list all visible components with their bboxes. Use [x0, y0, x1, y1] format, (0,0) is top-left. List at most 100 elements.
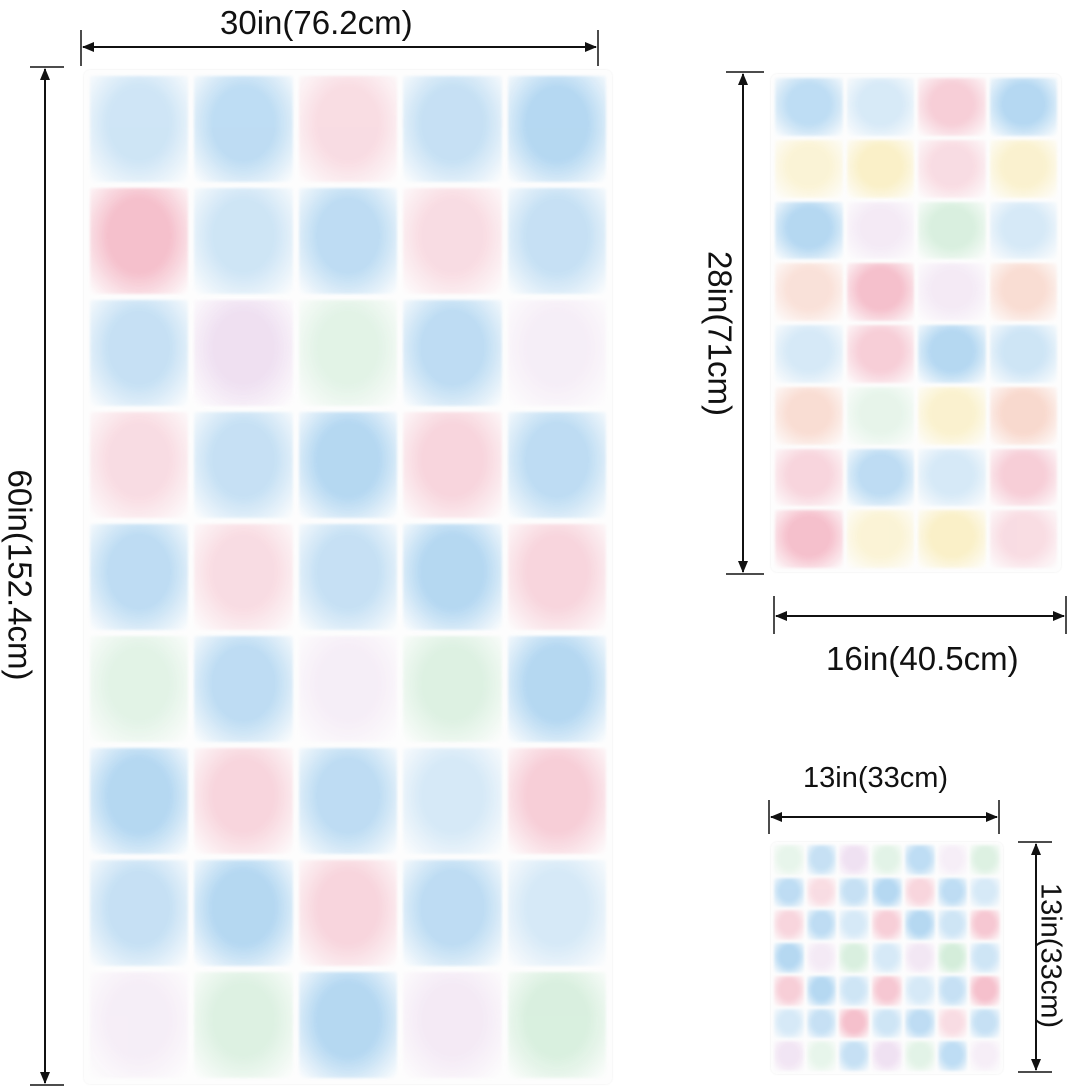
pattern-tile — [918, 139, 986, 198]
pattern-tile — [989, 448, 1057, 507]
pattern-tile — [918, 325, 986, 383]
pattern-tile — [298, 412, 398, 518]
pattern-tile — [989, 325, 1057, 383]
pattern-tile — [507, 748, 606, 854]
pattern-tile — [806, 845, 837, 875]
pattern-tile — [806, 1041, 837, 1071]
pattern-tile — [774, 877, 804, 908]
pattern-tile — [937, 943, 968, 973]
pattern-tile — [298, 860, 398, 966]
pattern-tile — [872, 975, 902, 1006]
pattern-tile — [989, 386, 1057, 445]
pattern-tile — [937, 877, 968, 908]
pattern-tile — [918, 510, 986, 568]
pattern-tile — [298, 748, 398, 854]
pattern-tile — [194, 748, 293, 854]
pattern-tile — [507, 972, 606, 1078]
pattern-tile — [918, 448, 986, 507]
pattern-tile — [194, 636, 293, 742]
hand-height-arrow — [726, 71, 764, 575]
pattern-tile — [904, 1008, 935, 1039]
pattern-tile — [775, 78, 843, 136]
pattern-tile — [970, 910, 1000, 941]
pattern-tile — [775, 139, 843, 198]
pattern-tile — [846, 139, 914, 198]
wash-height-label: 13in(33cm) — [1034, 882, 1067, 1029]
hand-width-arrow — [773, 596, 1067, 634]
bath-towel-image — [84, 70, 612, 1084]
pattern-tile — [298, 972, 398, 1078]
pattern-tile — [937, 1041, 968, 1071]
bath-width-arrow — [80, 30, 599, 66]
pattern-tile — [774, 975, 804, 1006]
pattern-tile — [90, 748, 189, 854]
bath-height-label: 60in(152.4cm) — [1, 469, 39, 681]
pattern-tile — [194, 972, 293, 1078]
pattern-tile — [806, 1008, 837, 1039]
pattern-tile — [846, 386, 914, 445]
pattern-tile — [298, 524, 398, 630]
pattern-tile — [846, 510, 914, 568]
pattern-tile — [403, 188, 502, 294]
pattern-tile — [970, 943, 1000, 973]
pattern-tile — [806, 975, 837, 1006]
pattern-tile — [970, 845, 1000, 875]
pattern-tile — [872, 910, 902, 941]
pattern-tile — [937, 1008, 968, 1039]
pattern-tile — [403, 636, 502, 742]
pattern-tile — [774, 845, 804, 875]
pattern-tile — [970, 1041, 1000, 1071]
pattern-tile — [872, 1041, 902, 1071]
pattern-tile — [775, 201, 843, 260]
pattern-tile — [937, 845, 968, 875]
pattern-tile — [839, 1041, 870, 1071]
pattern-tile — [403, 860, 502, 966]
pattern-tile — [774, 910, 804, 941]
pattern-tile — [846, 78, 914, 136]
pattern-tile — [507, 76, 606, 182]
pattern-tile — [846, 263, 914, 321]
pattern-tile — [839, 910, 870, 941]
pattern-tile — [806, 910, 837, 941]
pattern-tile — [90, 412, 189, 518]
wash-width-label: 13in(33cm) — [803, 762, 949, 794]
pattern-tile — [774, 943, 804, 973]
pattern-tile — [839, 845, 870, 875]
pattern-tile — [507, 860, 606, 966]
pattern-tile — [918, 78, 986, 136]
pattern-tile — [775, 510, 843, 568]
pattern-tile — [194, 188, 293, 294]
pattern-tile — [507, 412, 606, 518]
wash-width-arrow — [768, 800, 1000, 834]
pattern-tile — [970, 1008, 1000, 1039]
pattern-tile — [90, 76, 189, 182]
pattern-tile — [298, 300, 398, 406]
pattern-tile — [839, 877, 870, 908]
pattern-tile — [918, 263, 986, 321]
pattern-tile — [775, 325, 843, 383]
pattern-tile — [904, 845, 935, 875]
pattern-tile — [90, 300, 189, 406]
pattern-tile — [839, 975, 870, 1006]
pattern-tile — [298, 76, 398, 182]
bath-height-arrow — [30, 66, 64, 1086]
pattern-tile — [846, 201, 914, 260]
pattern-tile — [904, 1041, 935, 1071]
pattern-tile — [872, 1008, 902, 1039]
pattern-tile — [775, 386, 843, 445]
pattern-tile — [194, 76, 293, 182]
pattern-tile — [989, 201, 1057, 260]
wash-height-arrow — [1018, 841, 1052, 1073]
pattern-tile — [806, 877, 837, 908]
pattern-tile — [989, 263, 1057, 321]
pattern-tile — [194, 524, 293, 630]
pattern-tile — [507, 188, 606, 294]
pattern-tile — [918, 201, 986, 260]
pattern-tile — [90, 524, 189, 630]
pattern-tile — [918, 386, 986, 445]
pattern-tile — [507, 524, 606, 630]
pattern-tile — [806, 943, 837, 973]
pattern-tile — [904, 975, 935, 1006]
hand-height-label: 28in(71cm) — [701, 250, 739, 417]
pattern-tile — [872, 943, 902, 973]
